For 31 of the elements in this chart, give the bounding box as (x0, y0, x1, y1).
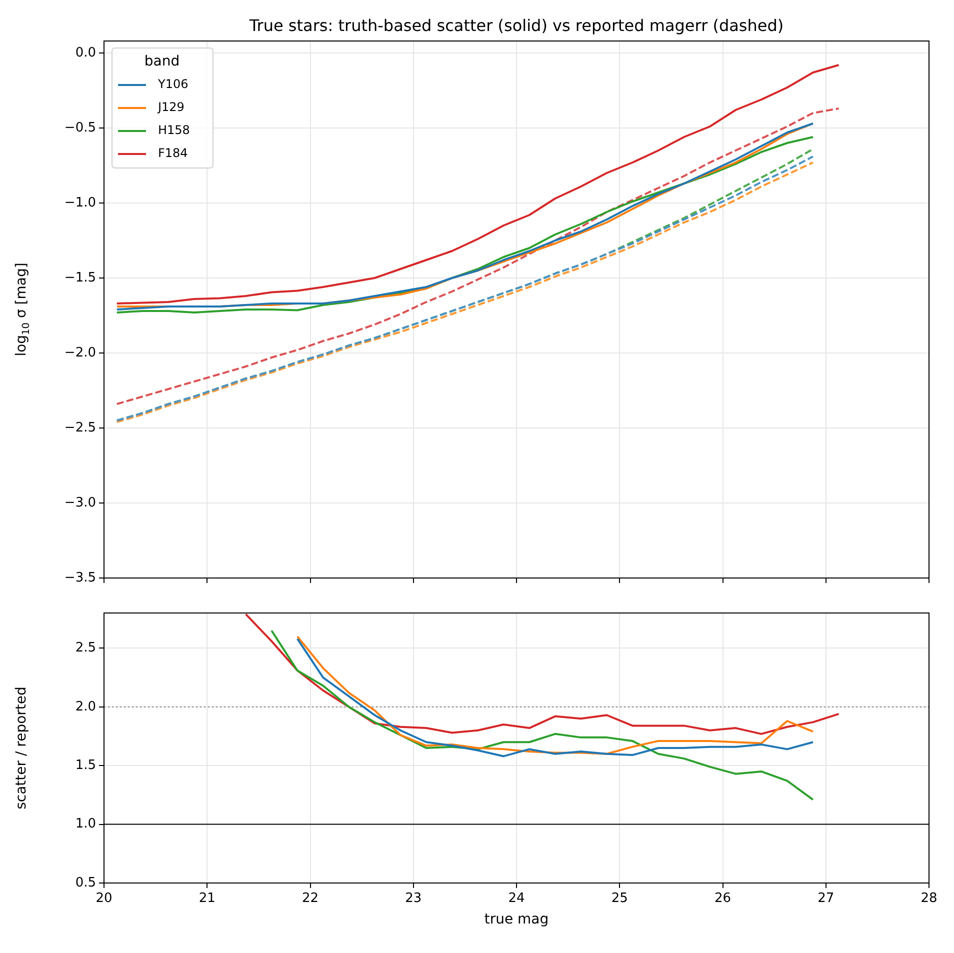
y-tick-label: −3.0 (64, 495, 96, 510)
y-tick-label: −2.0 (64, 345, 96, 360)
legend-label: J129 (157, 100, 184, 114)
x-tick-label: 25 (611, 891, 628, 906)
y-axis-title: log10 σ [mag] (14, 262, 32, 356)
y-tick-label: 2.0 (75, 699, 96, 714)
chart-title: True stars: truth-based scatter (solid) vs reported magerr (dashed) (248, 16, 784, 36)
x-tick-label: 21 (198, 891, 216, 906)
y-tick-label: 0.5 (75, 875, 96, 890)
y-tick-label: −3.5 (64, 570, 96, 586)
y-axis-title: scatter / reported (14, 686, 30, 810)
y-tick-label: −1.0 (64, 195, 96, 210)
legend-label: H158 (158, 123, 190, 138)
legend-label: Y106 (157, 77, 188, 92)
x-tick-label: 26 (714, 891, 732, 906)
y-tick-label: 0.0 (75, 45, 96, 60)
y-tick-label: −2.5 (64, 420, 96, 436)
y-tick-label: 1.0 (75, 816, 96, 832)
x-axis-title: true mag (484, 912, 549, 928)
legend-label: F184 (158, 146, 188, 160)
y-tick-label: 1.5 (75, 758, 96, 773)
y-tick-label: 2.5 (75, 640, 96, 656)
y-tick-label: −1.5 (64, 270, 96, 286)
y-tick-label: −0.5 (64, 120, 96, 136)
x-tick-label: 23 (405, 891, 422, 906)
x-tick-label: 22 (302, 891, 319, 906)
x-tick-label: 27 (818, 891, 834, 906)
x-tick-label: 20 (96, 891, 112, 906)
x-tick-label: 24 (508, 891, 525, 906)
x-tick-label: 28 (920, 891, 938, 906)
legend-title: band (144, 54, 180, 70)
